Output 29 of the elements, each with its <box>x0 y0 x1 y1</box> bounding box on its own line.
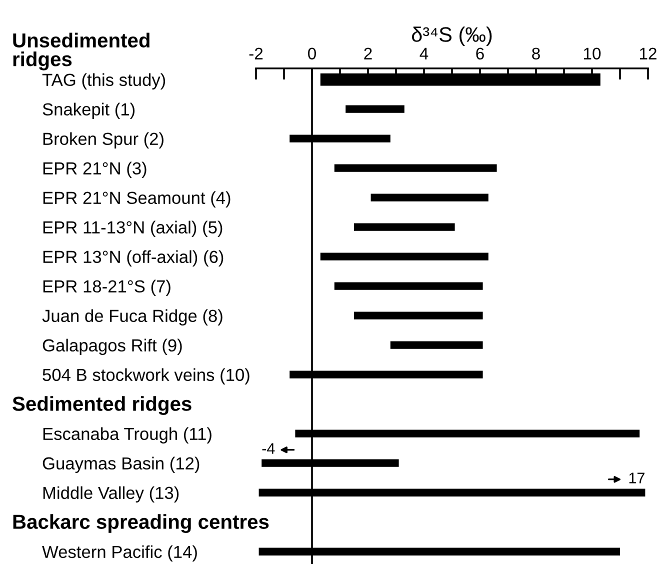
y-tick-label: Western Pacific (14) <box>42 545 197 562</box>
y-tick-label: Juan de Fuca Ridge (8) <box>42 309 222 326</box>
x-tick-label: 4 <box>420 48 428 60</box>
x-tick-label: 2 <box>364 48 372 60</box>
y-tick-label: EPR 21°N (3) <box>43 162 146 178</box>
y-tick-label: EPR 11-13°N (axial) (5) <box>43 220 222 237</box>
y-tick-label: EPR 18-21°S (7) <box>43 280 170 296</box>
y-tick-label: 504 B stockwork veins (10) <box>42 368 250 384</box>
y-tick-label: TAG (this study) <box>42 73 166 90</box>
text: Unsedimented ridges <box>13 32 150 70</box>
annotation: 17 <box>629 472 644 484</box>
y-tick-label: Escanaba Trough (11) <box>43 427 212 444</box>
y-tick-label: Guaymas Basin (12) <box>42 456 200 473</box>
text: Sedimented ridges <box>12 396 192 415</box>
x-tick-label: 8 <box>532 48 540 60</box>
y-tick-label: Middle Valley (13) <box>43 486 179 502</box>
x-tick-label: 0 <box>308 48 316 60</box>
x-tick-label: 6 <box>476 48 484 60</box>
y-tick-label: Galapagos Rift (9) <box>42 338 182 355</box>
x-tick-label: 12 <box>640 48 656 60</box>
y-tick-label: EPR 13°N (off-axial) (6) <box>43 250 224 266</box>
annotation: Backarc spreading centres <box>13 514 269 534</box>
y-tick-label: EPR 21°N Seamount (4) <box>43 191 230 208</box>
annotation: -4 <box>262 443 275 454</box>
x-axis-title: δ³⁴S (‰) <box>412 26 492 46</box>
x-tick-label: -2 <box>249 48 263 60</box>
y-tick-label: Broken Spur (2) <box>43 132 164 148</box>
y-tick-label: Snakepit (1) <box>42 102 135 119</box>
x-tick-label: 10 <box>584 48 601 60</box>
